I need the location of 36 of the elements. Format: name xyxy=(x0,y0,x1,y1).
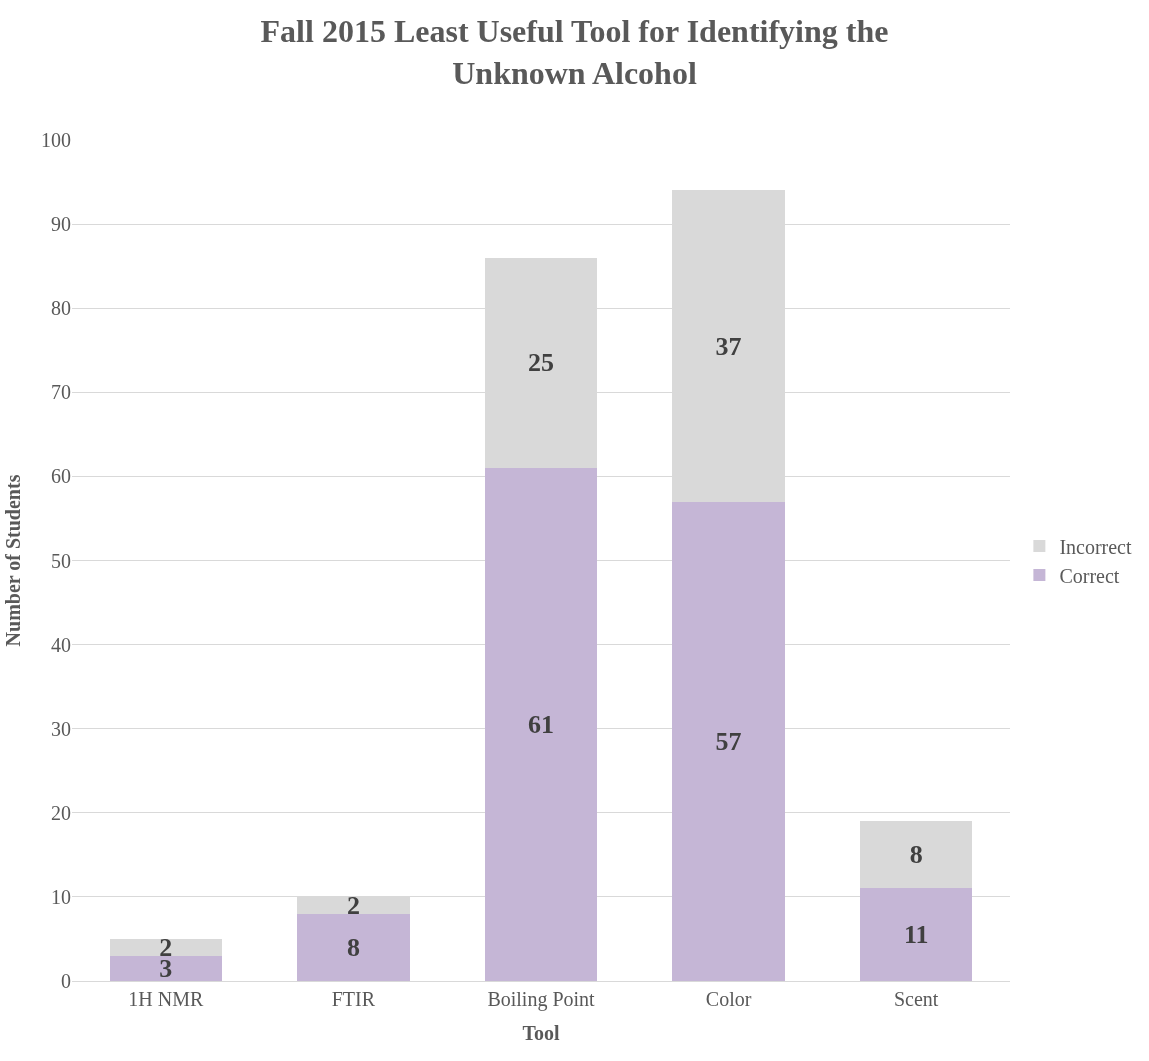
data-label: 25 xyxy=(528,348,554,378)
y-tick-label: 20 xyxy=(51,801,71,824)
y-tick-label: 60 xyxy=(51,465,71,488)
data-label: 37 xyxy=(715,331,742,361)
x-tick-label: Scent xyxy=(893,988,939,1010)
x-tick-label: Boiling Point xyxy=(487,988,596,1011)
x-axis-title: Tool xyxy=(522,1021,560,1044)
data-label: 11 xyxy=(903,920,929,950)
bar xyxy=(672,501,785,981)
chart-title: Fall 2015 Least Useful Tool for Identifying the Unknown Alcohol xyxy=(260,13,889,92)
x-tick-label: Color xyxy=(705,988,752,1010)
y-tick-label: 70 xyxy=(51,381,71,404)
bar xyxy=(109,938,223,956)
y-tick-label: 50 xyxy=(51,549,71,572)
bar xyxy=(109,955,223,981)
data-label: 61 xyxy=(528,709,554,739)
x-tick-label: FTIR xyxy=(331,988,376,1010)
data-label: 8 xyxy=(909,840,923,870)
data-label: 2 xyxy=(346,890,360,920)
y-tick-label: 90 xyxy=(51,213,71,236)
y-tick-label: 100 xyxy=(41,129,71,151)
y-tick-label: 40 xyxy=(51,633,71,656)
data-label: 8 xyxy=(346,932,360,962)
x-tick-label: 1H NMR xyxy=(128,988,204,1010)
legend-label: Correct xyxy=(1059,564,1120,587)
bar xyxy=(297,913,410,981)
y-tick-label: 10 xyxy=(51,885,71,908)
y-tick-label: 80 xyxy=(51,297,71,320)
y-tick-label: 30 xyxy=(51,717,71,740)
data-label: 57 xyxy=(715,726,742,756)
bar xyxy=(484,467,598,981)
bar xyxy=(859,821,973,889)
legend-label: Incorrect xyxy=(1059,535,1132,558)
bar xyxy=(859,888,973,981)
y-tick-label: 0 xyxy=(61,970,71,992)
y-axis-title: Number of Students xyxy=(1,474,24,647)
